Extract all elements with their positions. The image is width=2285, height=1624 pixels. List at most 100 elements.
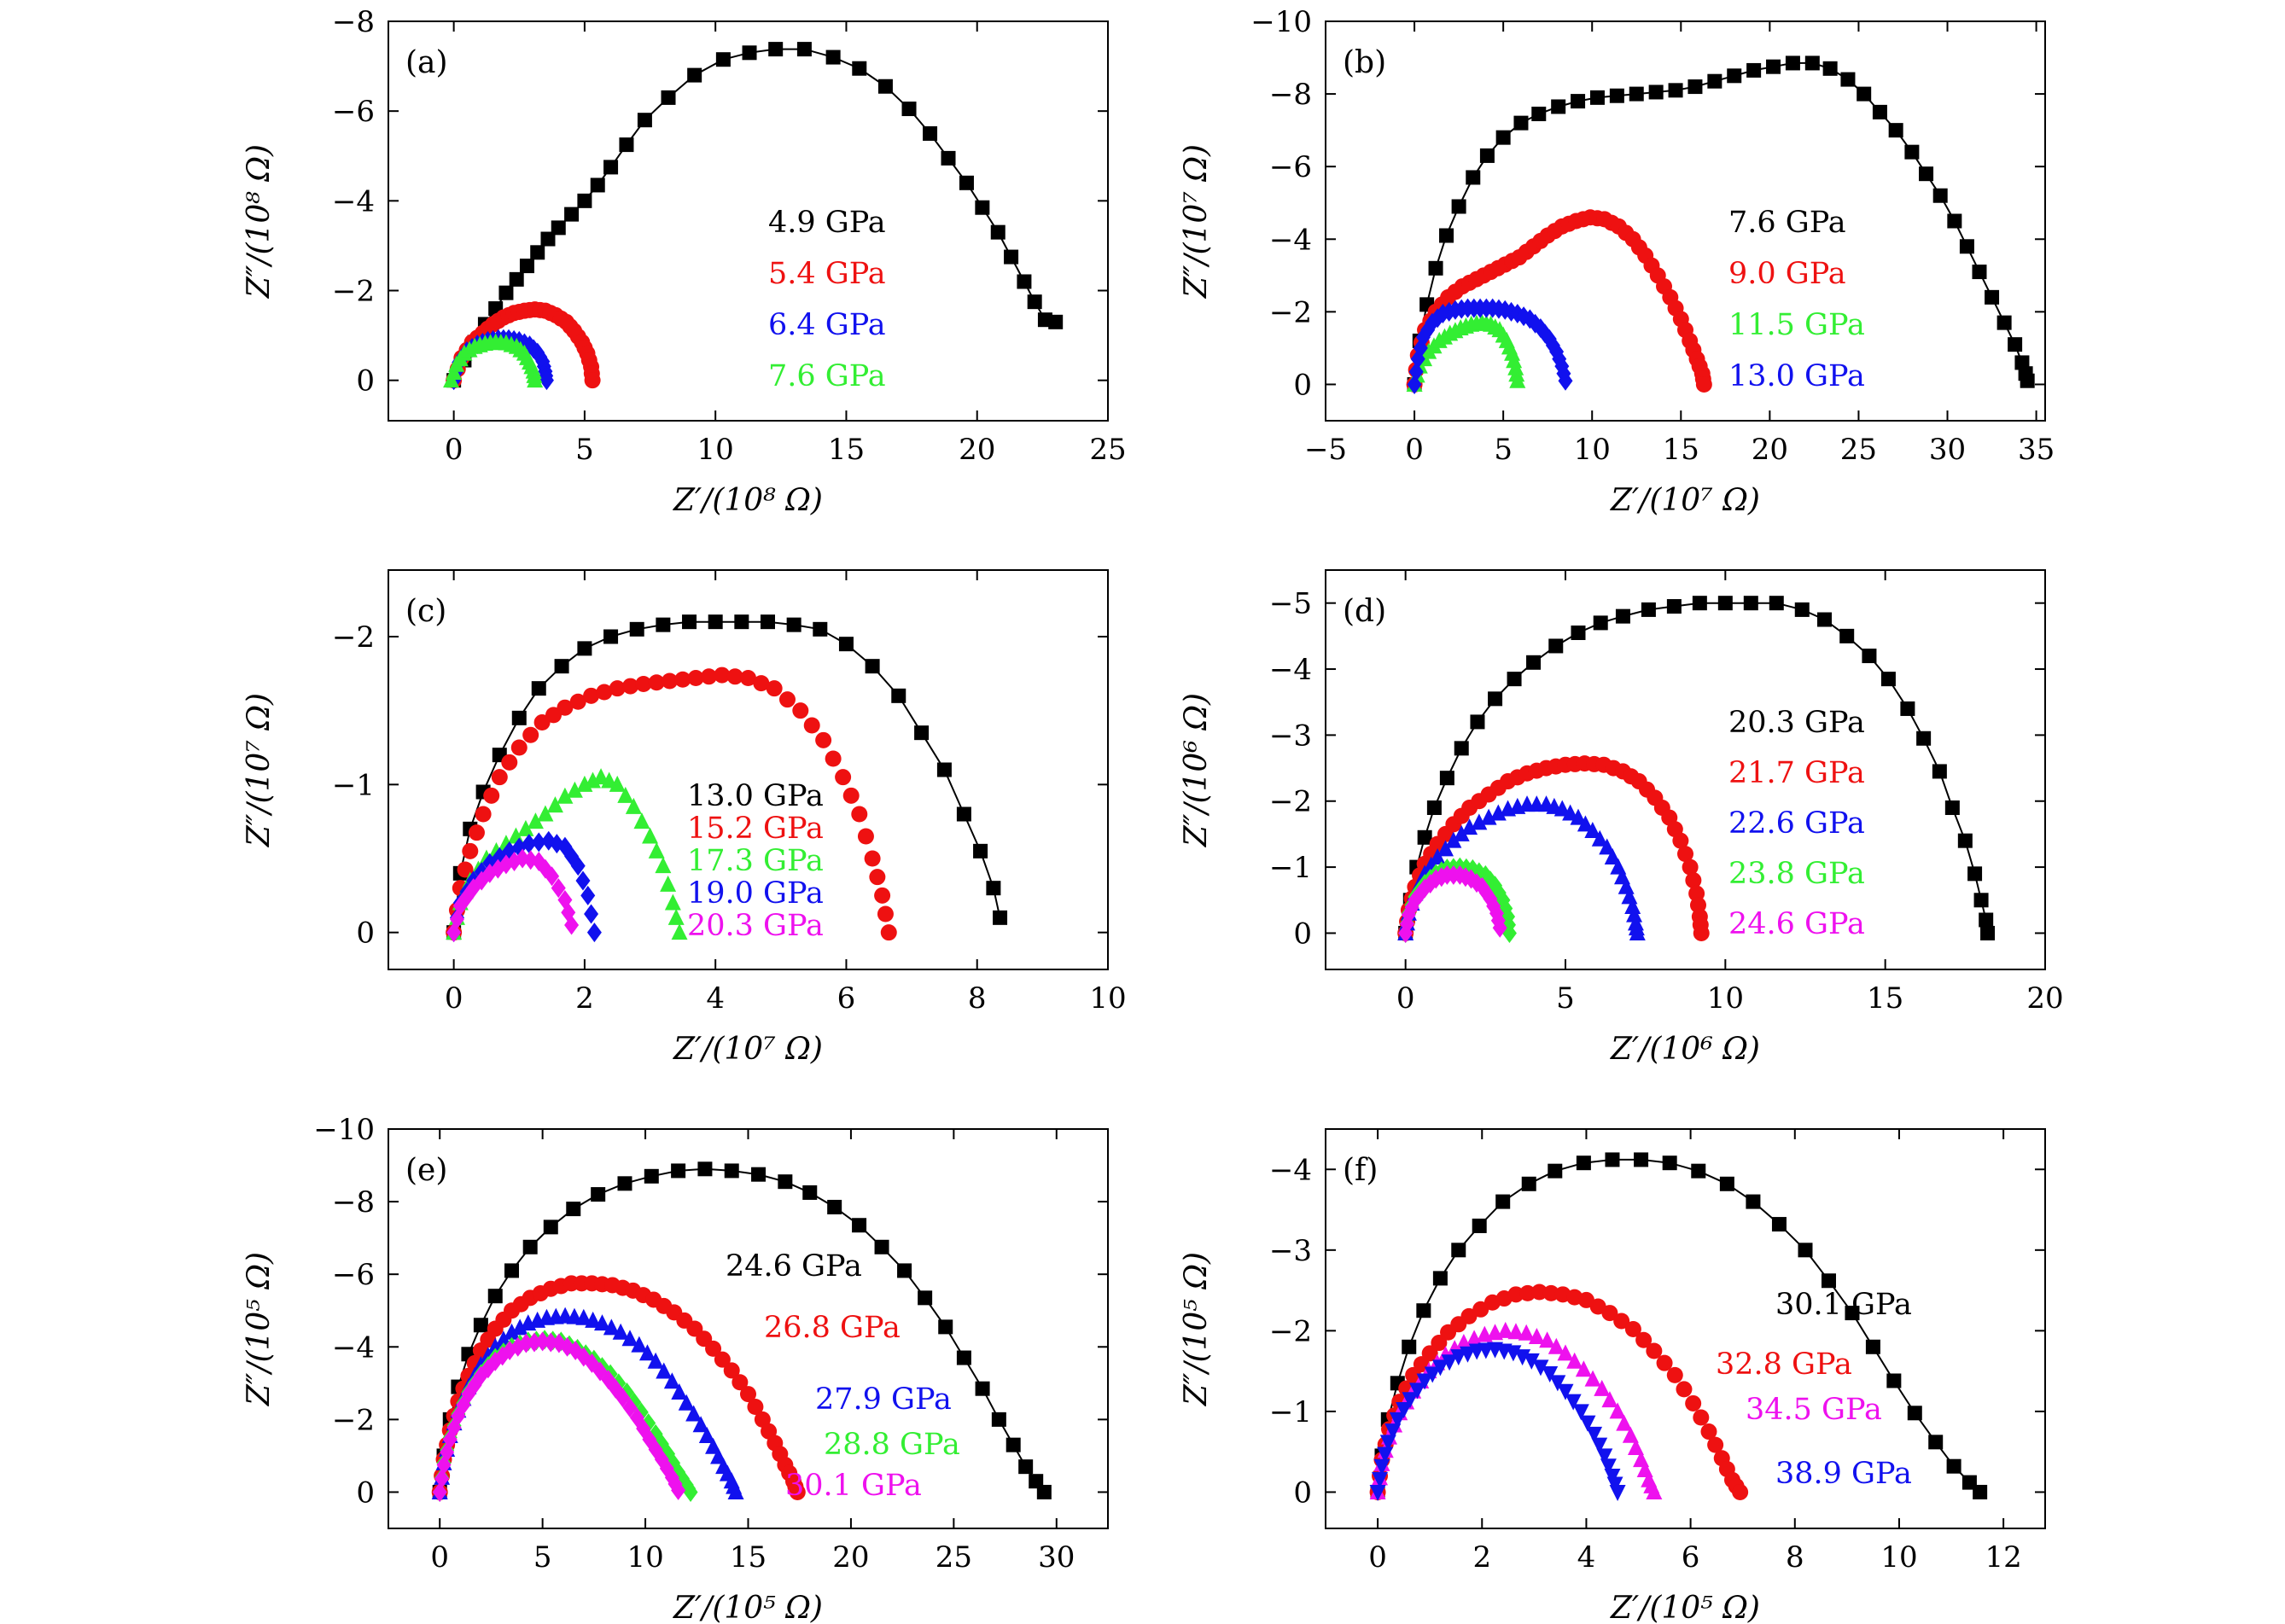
data-point xyxy=(511,1318,528,1336)
data-point xyxy=(1453,824,1470,841)
data-point xyxy=(617,1176,632,1191)
data-point xyxy=(1609,1402,1626,1419)
data-point xyxy=(487,1289,503,1304)
data-point xyxy=(535,1331,551,1352)
data-point xyxy=(522,834,537,854)
legend-entry: 11.5 GPa xyxy=(1728,308,1865,342)
series-30.1-gpa xyxy=(432,1331,686,1502)
data-point xyxy=(1489,804,1507,821)
data-point xyxy=(1445,831,1462,848)
data-point xyxy=(1507,1323,1524,1340)
data-point xyxy=(1507,672,1522,687)
series-24.6-gpa xyxy=(1398,864,1507,943)
x-tick-label: 2 xyxy=(575,981,594,1016)
data-point xyxy=(671,1480,686,1500)
data-point xyxy=(1566,1352,1583,1369)
data-point xyxy=(1693,1409,1710,1426)
y-tick-label: −8 xyxy=(332,1185,375,1219)
data-point xyxy=(1416,1303,1431,1318)
legend-entry: 4.9 GPa xyxy=(768,206,886,240)
y-tick-label: −8 xyxy=(1269,78,1312,112)
data-point xyxy=(732,1374,749,1391)
data-point xyxy=(1402,1339,1417,1354)
data-point xyxy=(1624,1320,1641,1337)
data-point xyxy=(740,670,756,687)
data-point xyxy=(1973,1484,1988,1499)
data-point xyxy=(747,1398,764,1415)
data-point xyxy=(1700,1423,1717,1441)
x-tick-label: 10 xyxy=(1880,1540,1917,1575)
data-point xyxy=(901,102,917,117)
data-point xyxy=(975,1381,990,1396)
data-point xyxy=(631,1336,648,1353)
data-point xyxy=(531,832,546,853)
x-tick-label: 10 xyxy=(697,433,734,467)
data-point xyxy=(1656,1354,1673,1371)
data-point xyxy=(615,1388,631,1408)
data-point xyxy=(973,843,988,859)
data-point xyxy=(517,819,534,836)
data-point xyxy=(1691,1163,1706,1179)
data-point xyxy=(1460,1307,1478,1324)
data-point xyxy=(715,52,731,67)
data-point xyxy=(789,1483,806,1500)
data-point xyxy=(1402,1392,1419,1409)
data-point xyxy=(1973,893,1989,908)
data-point xyxy=(1558,370,1573,391)
data-point xyxy=(1985,289,2000,305)
data-point xyxy=(1523,1353,1540,1370)
legend-entry: 19.0 GPa xyxy=(687,876,824,911)
x-tick-label: 6 xyxy=(837,981,856,1016)
series-34.5-gpa xyxy=(1369,1321,1663,1499)
data-point xyxy=(1577,815,1594,832)
data-point xyxy=(1416,1373,1433,1390)
x-tick-label: 15 xyxy=(1663,433,1699,467)
data-point xyxy=(1693,924,1710,941)
data-point xyxy=(638,1344,656,1361)
data-point xyxy=(1488,691,1503,707)
data-point xyxy=(569,693,586,710)
data-point xyxy=(663,1372,680,1389)
series-38.9-gpa xyxy=(1369,1342,1626,1501)
legend-entry: 17.3 GPa xyxy=(687,844,824,878)
data-point xyxy=(1746,1194,1761,1209)
data-point xyxy=(1450,1349,1467,1366)
series-4.9-gpa xyxy=(446,42,1064,388)
series-7.6-gpa xyxy=(1407,55,2035,392)
data-point xyxy=(682,614,697,630)
y-axis-label: Z″/(10⁸ Ω) xyxy=(242,144,277,299)
series-7.6-gpa xyxy=(443,333,544,388)
x-tick-label: 12 xyxy=(1985,1540,2021,1575)
data-point xyxy=(498,285,514,300)
legend-entry: 32.8 GPa xyxy=(1716,1348,1852,1382)
data-point xyxy=(1622,1426,1639,1443)
data-point xyxy=(1666,599,1682,614)
data-point xyxy=(473,1318,488,1333)
data-point xyxy=(1798,1243,1813,1258)
data-point xyxy=(740,1386,756,1403)
y-tick-label: 0 xyxy=(356,1476,375,1510)
data-point xyxy=(591,1187,606,1202)
data-point xyxy=(596,684,613,701)
data-point xyxy=(511,710,527,725)
x-tick-label: 35 xyxy=(2018,433,2055,467)
y-tick-label: −1 xyxy=(332,768,375,802)
data-point xyxy=(724,1163,739,1179)
data-point xyxy=(1571,94,1586,109)
data-point xyxy=(1492,917,1507,938)
data-point xyxy=(1528,1327,1545,1344)
panel-f: 0 2 4 6 8 10 12 0 −1 −2 −3 −4 Z′/(10⁵ Ω) Z″/(10⁵ Ω) (f… xyxy=(1179,1128,2046,1624)
data-point xyxy=(570,856,586,876)
data-point xyxy=(1904,144,1920,160)
data-point xyxy=(584,372,601,389)
plot-frame xyxy=(388,569,1109,970)
data-point xyxy=(1862,649,1877,664)
data-point xyxy=(1519,1284,1536,1301)
x-axis-label: Z′/(10⁷ Ω) xyxy=(1610,483,1760,518)
data-point xyxy=(708,614,723,630)
data-point xyxy=(1029,1474,1044,1489)
legend-entry: 21.7 GPa xyxy=(1728,756,1865,790)
data-point xyxy=(1027,294,1042,310)
data-point xyxy=(1668,83,1683,98)
